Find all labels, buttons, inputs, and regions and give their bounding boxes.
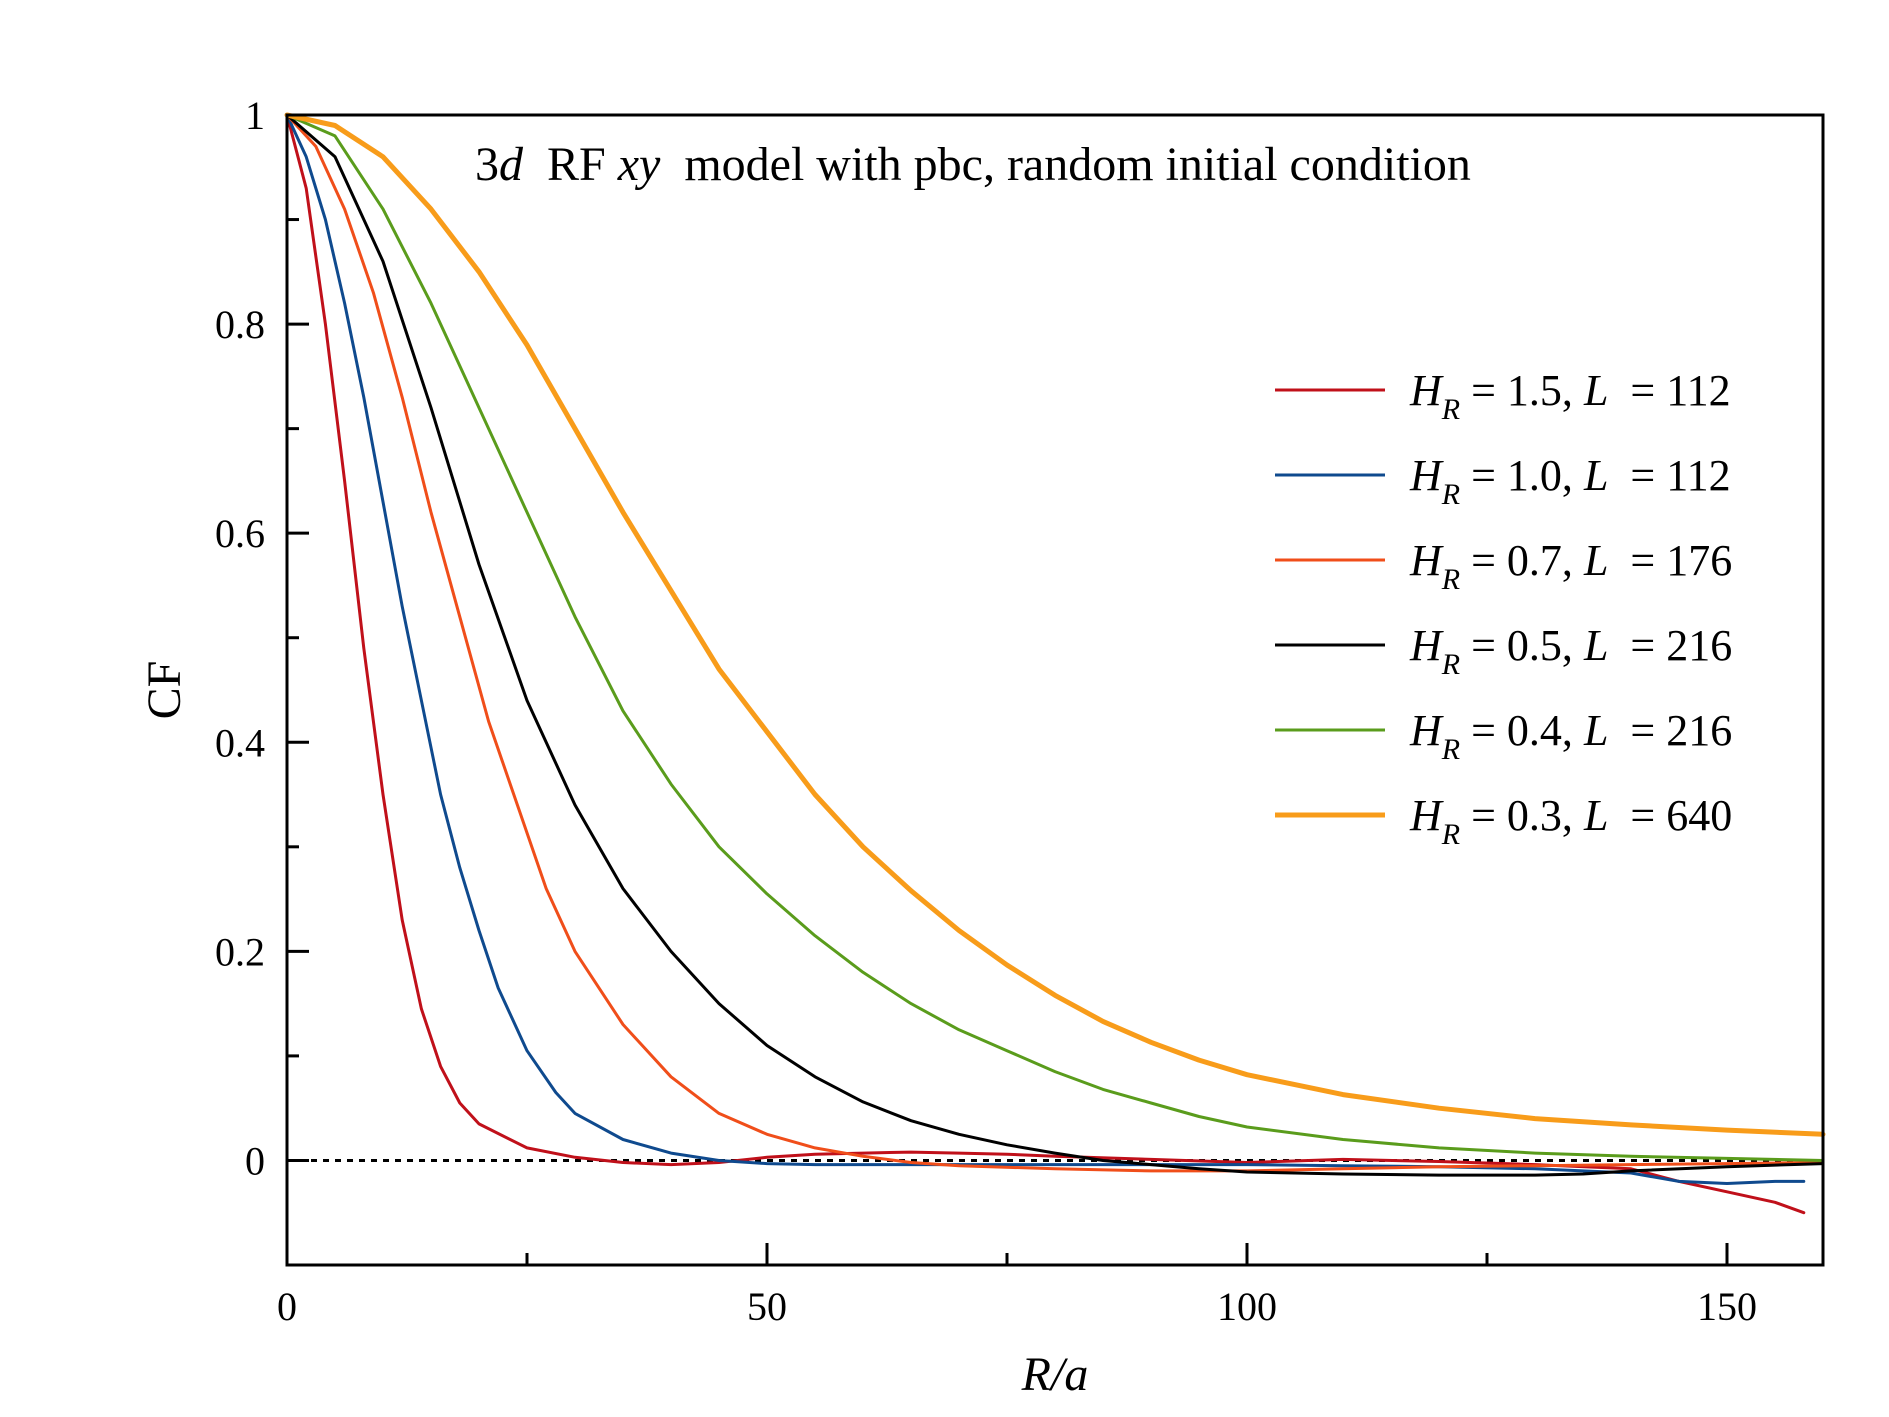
series-line-hr-0-7 <box>285 113 1825 1173</box>
y-axis-title: CF <box>138 661 191 720</box>
legend-item: HR = 0.7, L = 176 <box>1275 536 1732 596</box>
x-tick-label: 0 <box>277 1284 297 1329</box>
legend-item: HR = 1.5, L = 112 <box>1275 366 1731 426</box>
legend-label: HR = 1.0, L = 112 <box>1409 451 1731 511</box>
series-line-hr-0-4 <box>285 113 1825 1162</box>
legend-item: HR = 1.0, L = 112 <box>1275 451 1731 511</box>
legend: HR = 1.5, L = 112 HR = 1.0, L = 112 HR = 0… <box>1275 366 1732 851</box>
chart-title-part: xy <box>617 138 661 191</box>
tick-label-layer: 0 50 100 150 0 0.2 0.4 0.6 0.8 1 <box>215 93 1757 1329</box>
legend-label: HR = 0.4, L = 216 <box>1409 706 1732 766</box>
legend-item: HR = 0.5, L = 216 <box>1275 621 1732 681</box>
chart-title-part: d <box>499 138 524 191</box>
legend-label: HR = 1.5, L = 112 <box>1409 366 1731 426</box>
legend-item: HR = 0.4, L = 216 <box>1275 706 1732 766</box>
y-tick-label: 0.8 <box>215 302 265 347</box>
series-line-hr-1-0 <box>285 113 1806 1185</box>
series-line-hr-0-5 <box>285 113 1825 1177</box>
legend-item: HR = 0.3, L = 640 <box>1275 791 1732 851</box>
series-line-hr-0-3 <box>284 112 1826 1137</box>
plot-frame <box>285 113 1825 1267</box>
x-tick-label: 50 <box>747 1284 787 1329</box>
chart-title-part: RF <box>523 138 618 191</box>
series-line-hr-1-5 <box>285 113 1806 1215</box>
chart-title-part: 3 <box>475 138 499 191</box>
chart-title-part: model with pbc, random initial condition <box>660 138 1471 191</box>
legend-label: HR = 0.3, L = 640 <box>1409 791 1732 851</box>
legend-label: HR = 0.5, L = 216 <box>1409 621 1732 681</box>
legend-label: HR = 0.7, L = 176 <box>1409 536 1732 596</box>
y-tick-label: 0.2 <box>215 929 265 974</box>
x-tick-label: 100 <box>1217 1284 1277 1329</box>
tick-layer <box>285 113 1729 1267</box>
y-tick-label: 0 <box>245 1138 265 1183</box>
y-tick-label: 0.6 <box>215 511 265 556</box>
series-layer <box>284 112 1826 1215</box>
chart-title: 3d RF xy model with pbc, random initial … <box>475 138 1471 191</box>
x-axis-title: R/a <box>1021 1348 1089 1401</box>
x-tick-label: 150 <box>1697 1284 1757 1329</box>
y-tick-label: 1 <box>245 93 265 138</box>
y-tick-label: 0.4 <box>215 720 265 765</box>
